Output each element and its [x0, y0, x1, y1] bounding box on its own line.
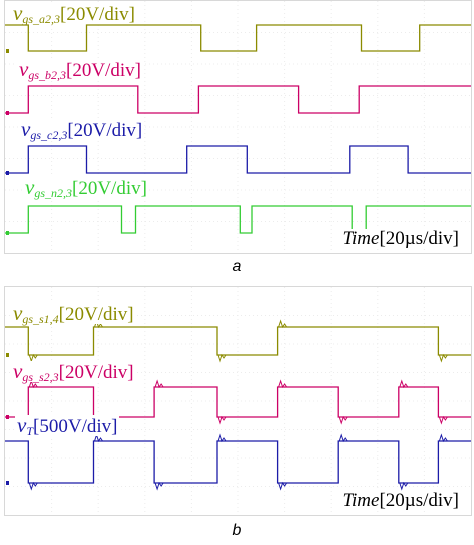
switching-ringing — [438, 433, 448, 443]
channel-ground-marker — [6, 171, 9, 175]
switching-ringing — [278, 481, 288, 491]
switching-ringing — [438, 353, 448, 363]
channel-ground-marker — [6, 111, 9, 115]
switching-ringing — [399, 379, 409, 389]
trace-v-gs-s2-3 — [5, 386, 471, 418]
series-label-vgs-c23: vgs_c2,3[20V/div] — [19, 117, 145, 142]
switching-ringing — [338, 415, 348, 425]
switching-ringing — [154, 379, 164, 389]
trace-v-gs-s1-4 — [5, 326, 471, 356]
series-label-vgs-s23: vgs_s2,3[20V/div] — [11, 359, 136, 384]
series-label-vt: vT[500V/div] — [15, 413, 120, 438]
channel-ground-marker — [6, 231, 9, 235]
time-axis-label-b: Time[20µs/div] — [340, 490, 461, 511]
grid — [5, 287, 471, 515]
switching-ringing — [217, 433, 227, 443]
oscilloscope-panel-a: vgs_a2,3[20V/div] vgs_b2,3[20V/div] vgs_… — [4, 0, 472, 254]
figure-caption-b: b — [232, 522, 242, 539]
trace-v-t — [5, 440, 471, 484]
trace-v-gs-c2-3 — [5, 145, 471, 174]
switching-ringing — [278, 319, 288, 329]
series-label-vgs-s14: vgs_s1,4[20V/div] — [11, 301, 136, 326]
trace-v-gs-b2-3 — [5, 85, 471, 114]
oscilloscope-panel-b: vgs_s1,4[20V/div] vgs_s2,3[20V/div] vT[5… — [4, 286, 472, 516]
series-label-vgs-b23: vgs_b2,3[20V/div] — [17, 57, 143, 82]
switching-ringing — [438, 415, 448, 425]
trace-v-gs-a2-3 — [5, 24, 471, 52]
channel-ground-marker — [6, 353, 9, 357]
series-label-vgs-n23: vgs_n2,3[20V/div] — [23, 175, 149, 200]
channel-ground-marker — [6, 481, 9, 485]
scope-trace-area-b — [5, 287, 471, 515]
scope-trace-area-a — [5, 1, 471, 253]
time-axis-label-a: Time[20µs/div] — [340, 228, 461, 249]
switching-ringing — [278, 379, 288, 389]
switching-ringing — [28, 353, 38, 363]
switching-ringing — [94, 433, 103, 443]
switching-ringing — [217, 415, 227, 425]
channel-ground-marker — [6, 415, 9, 419]
grid — [5, 1, 471, 253]
switching-ringing — [217, 353, 227, 363]
switching-ringing — [338, 433, 348, 443]
switching-ringing — [28, 379, 38, 389]
switching-ringing — [154, 481, 164, 491]
channel-ground-marker — [6, 49, 9, 53]
switching-ringing — [28, 481, 38, 491]
series-label-vgs-a23: vgs_a2,3[20V/div] — [11, 1, 137, 26]
figure-caption-a: a — [232, 258, 242, 275]
switching-ringing — [399, 481, 409, 491]
